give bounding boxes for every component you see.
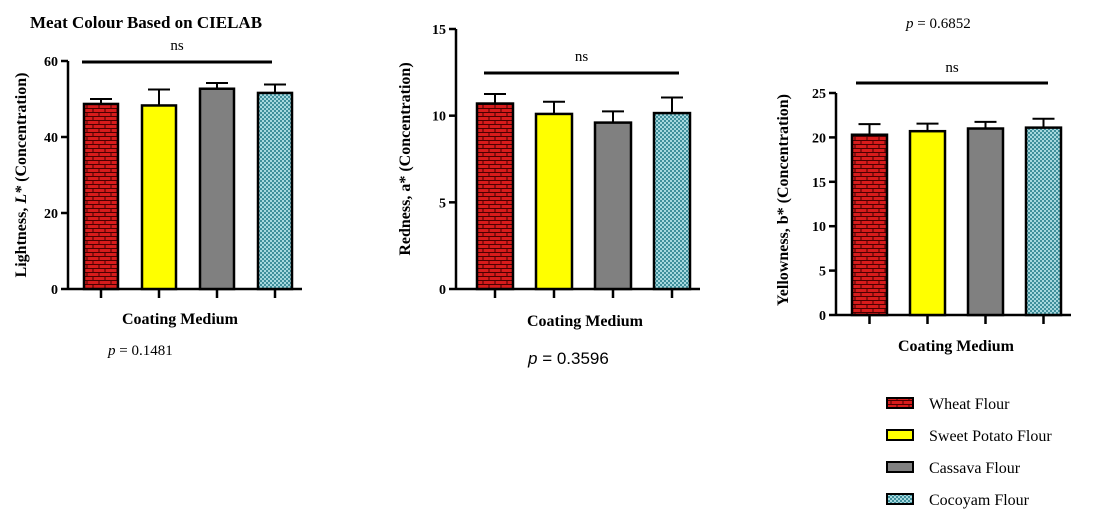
- y-tick-label: 60: [44, 55, 58, 70]
- y-axis-label: Lightness, L* (Concentration): [13, 73, 30, 278]
- bar-cocoyam-flour: [1024, 126, 1063, 317]
- legend-label: Cocoyam Flour: [929, 492, 1030, 509]
- significance-label: ns: [945, 60, 959, 76]
- bar-wheat-flour: [475, 102, 515, 291]
- lightness-chart: 0 20 40 60 ns Lightness, L* (Concentration) Co…: [13, 38, 302, 359]
- legend-item: Cocoyam Flour: [886, 492, 1030, 509]
- legend-item: Cassava Flour: [886, 460, 1021, 477]
- bar-sweet-potato-flour: [908, 129, 947, 317]
- significance-label: ns: [170, 38, 184, 54]
- legend-swatch: [886, 429, 914, 441]
- bar-sweet-potato-flour: [140, 104, 178, 291]
- y-tick-label: 10: [812, 220, 826, 235]
- y-tick-label: 5: [819, 265, 826, 280]
- figure-title: Meat Colour Based on CIELAB: [30, 13, 262, 32]
- y-tick-label: 40: [44, 131, 58, 146]
- y-tick-label: 20: [812, 131, 826, 146]
- legend-label: Wheat Flour: [929, 396, 1010, 413]
- y-tick-label: 0: [439, 283, 446, 298]
- bar-cocoyam-flour: [256, 91, 294, 291]
- redness-chart: 0 5 10 15 ns Redness, a* (Concentration) Coati…: [397, 23, 700, 368]
- x-axis-label: Coating Medium: [122, 311, 239, 328]
- legend-swatch: [886, 461, 914, 473]
- y-tick-label: 15: [812, 176, 826, 191]
- legend-label: Sweet Potato Flour: [929, 428, 1052, 445]
- legend-item: Sweet Potato Flour: [886, 428, 1052, 445]
- bar-cocoyam-flour: [652, 111, 692, 291]
- y-tick-label: 0: [819, 309, 826, 324]
- y-tick-label: 10: [432, 110, 446, 125]
- y-tick-label: 0: [51, 283, 58, 298]
- legend-swatch: [886, 493, 914, 505]
- bar-cassava-flour: [966, 127, 1005, 317]
- bar-sweet-potato-flour: [534, 112, 574, 291]
- legend-item: Wheat Flour: [886, 396, 1010, 413]
- significance-label: ns: [575, 49, 589, 65]
- legend: Wheat Flour Sweet Potato Flour Cassava Flo…: [886, 396, 1052, 509]
- bar-wheat-flour: [82, 102, 120, 291]
- bar-wheat-flour: [850, 133, 889, 317]
- bar-cassava-flour: [593, 121, 633, 291]
- y-tick-label: 5: [439, 196, 446, 211]
- y-tick-label: 20: [44, 207, 58, 222]
- x-axis-label: Coating Medium: [898, 338, 1015, 355]
- y-tick-label: 15: [432, 23, 446, 38]
- p-value-label: p = 0.6852: [905, 16, 971, 32]
- p-value-label: p = 0.3596: [527, 349, 609, 368]
- y-axis-label: Redness, a* (Concentration): [397, 62, 414, 255]
- p-value-label: p = 0.1481: [107, 343, 173, 359]
- y-axis-label: Yellowness, b* (Concentration): [775, 94, 792, 306]
- legend-swatch: [886, 397, 914, 409]
- bar-cassava-flour: [198, 87, 236, 291]
- x-axis-label: Coating Medium: [527, 313, 644, 330]
- legend-label: Cassava Flour: [929, 460, 1021, 477]
- y-tick-label: 25: [812, 87, 826, 102]
- yellowness-chart: 0 5 10 15 20 25 ns Yellowness, b* (Concentratio…: [775, 16, 1071, 355]
